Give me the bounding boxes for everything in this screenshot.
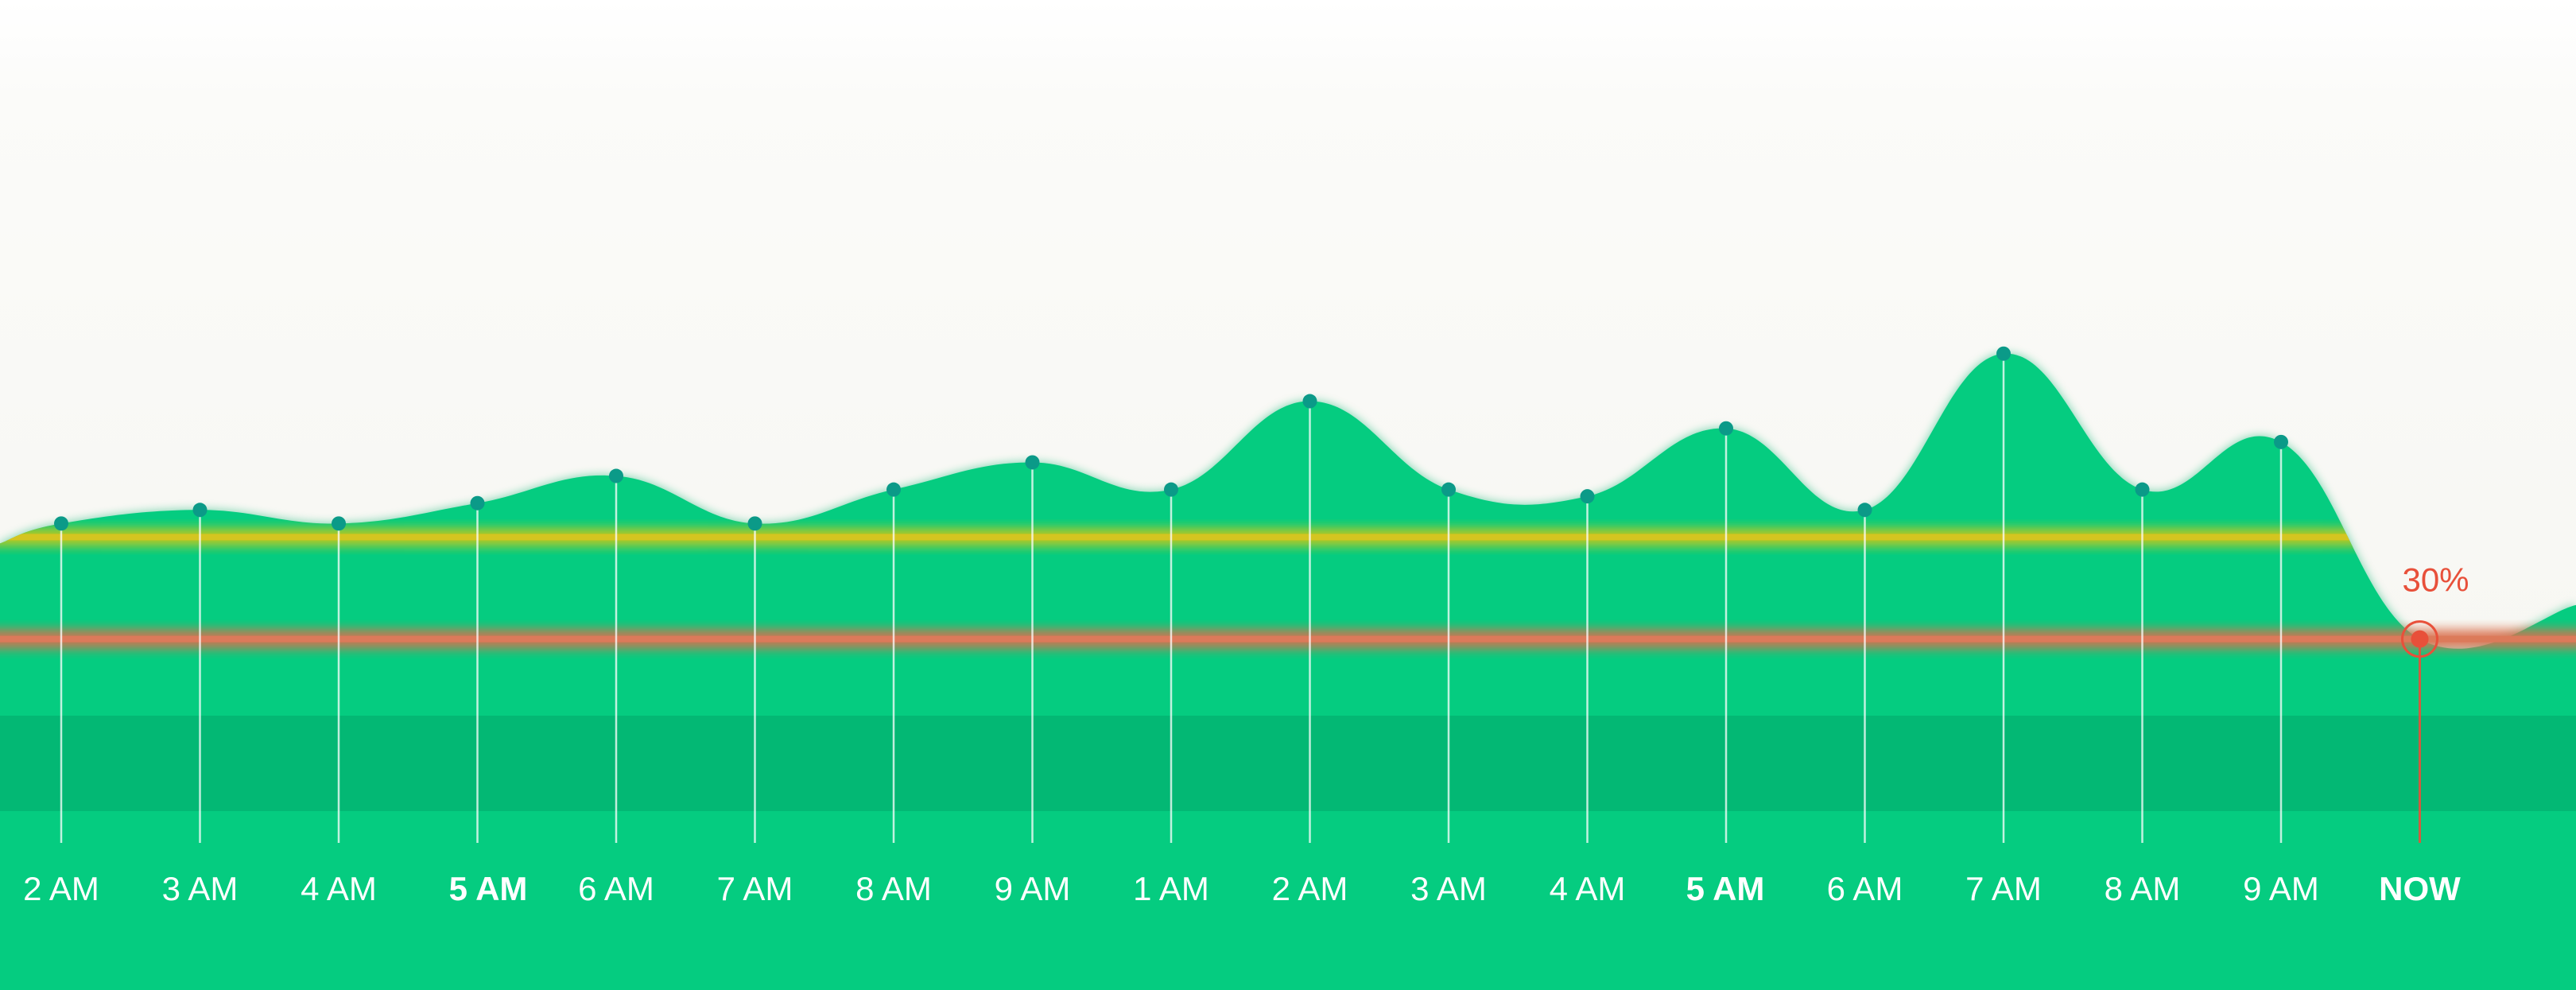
- data-point[interactable]: [2274, 434, 2288, 449]
- x-tick-label: 2 AM: [1272, 870, 1348, 907]
- data-point[interactable]: [747, 516, 762, 531]
- data-point[interactable]: [2135, 482, 2150, 497]
- x-tick-label: 5 AM: [1686, 870, 1765, 907]
- x-tick-label: 3 AM: [162, 870, 239, 907]
- x-tick-label: 6 AM: [1827, 870, 1903, 907]
- x-tick-label: 4 AM: [301, 870, 377, 907]
- data-point[interactable]: [1857, 503, 1872, 518]
- x-axis-ticks: 2 AM 3 AM 4 AM 5 AM 6 AM 7 AM 8 AM 9 AM 1 AM 2 AM…: [23, 870, 2461, 907]
- data-point[interactable]: [1996, 346, 2011, 361]
- now-point[interactable]: [2411, 630, 2429, 648]
- yellow-threshold-line: [0, 534, 2576, 541]
- x-tick-label: 7 AM: [1965, 870, 2042, 907]
- now-value-label: 30%: [2402, 561, 2469, 599]
- now-point-ring: [2401, 620, 2438, 658]
- chart-marks: [54, 346, 2438, 843]
- now-tick-label: NOW: [2379, 870, 2461, 907]
- data-point[interactable]: [470, 495, 485, 511]
- x-tick-label: 1 AM: [1133, 870, 1209, 907]
- red-threshold-line: [0, 635, 2576, 643]
- data-point[interactable]: [609, 468, 623, 483]
- x-tick-label: 9 AM: [995, 870, 1071, 907]
- x-tick-label: 8 AM: [2105, 870, 2181, 907]
- data-point[interactable]: [192, 503, 208, 518]
- data-point[interactable]: [1025, 455, 1040, 470]
- data-point[interactable]: [1719, 421, 1733, 436]
- x-tick-label: 5 AM: [449, 870, 528, 907]
- data-point[interactable]: [1164, 482, 1178, 497]
- data-point[interactable]: [1580, 489, 1595, 504]
- x-tick-label: 3 AM: [1410, 870, 1487, 907]
- lower-area-shade: [0, 716, 2576, 811]
- x-tick-label: 9 AM: [2243, 870, 2319, 907]
- x-tick-label: 4 AM: [1550, 870, 1626, 907]
- x-tick-label: 2 AM: [23, 870, 99, 907]
- area-fill: [0, 353, 2576, 990]
- x-tick-label: 6 AM: [578, 870, 654, 907]
- x-tick-label: 8 AM: [855, 870, 932, 907]
- data-point[interactable]: [1441, 482, 1456, 497]
- x-tick-label: 7 AM: [717, 870, 793, 907]
- threshold-lines: [0, 528, 2576, 811]
- data-point[interactable]: [54, 516, 68, 531]
- data-point[interactable]: [1302, 394, 1317, 409]
- data-point[interactable]: [332, 516, 346, 531]
- data-point[interactable]: [886, 482, 901, 497]
